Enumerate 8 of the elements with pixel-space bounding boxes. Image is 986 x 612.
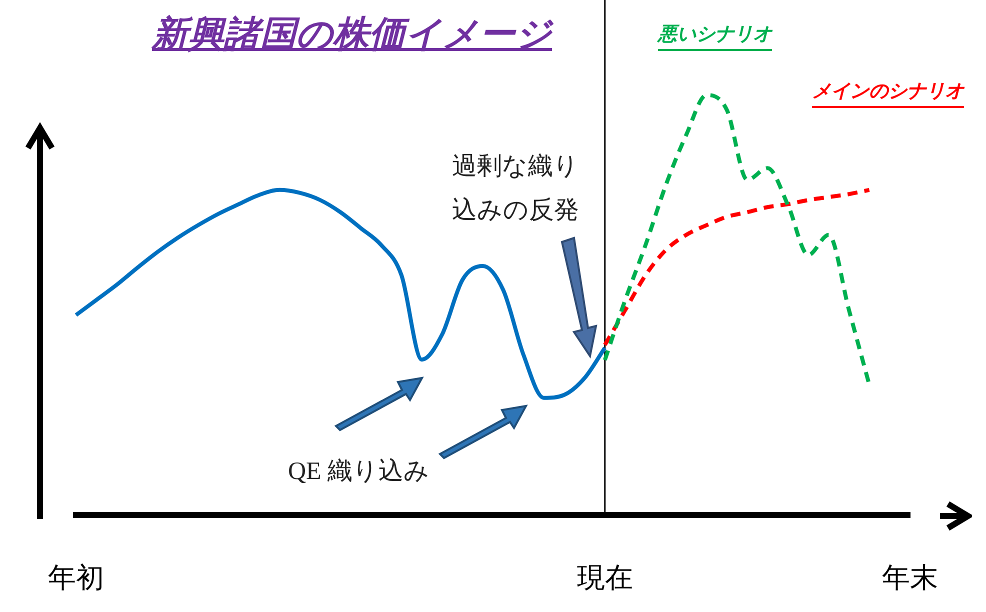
annotation: 過剰な織り込みの反発 bbox=[452, 152, 580, 226]
chart-title: 新興諸国の株価イメージ bbox=[152, 13, 552, 57]
x-tick-label: 年初 bbox=[48, 561, 104, 594]
text: 悪いシナリオ bbox=[656, 22, 773, 45]
x-tick-label: 現在 bbox=[576, 561, 633, 594]
annotation: QE 織り込み bbox=[288, 457, 431, 487]
x-tick-label: 年末 bbox=[882, 561, 938, 594]
text: メインのシナリオ bbox=[812, 80, 965, 102]
